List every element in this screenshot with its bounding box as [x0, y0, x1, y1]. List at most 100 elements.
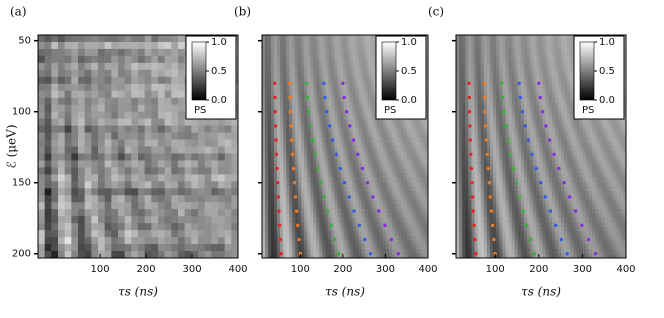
heatmap-cell: [111, 195, 118, 203]
heatmap-cell: [185, 174, 192, 182]
heatmap-cell: [185, 126, 192, 134]
heatmap-cell: [165, 42, 172, 50]
heatmap-cell: [91, 251, 98, 259]
data-point: [279, 252, 282, 255]
heatmap-cell: [131, 223, 138, 231]
heatmap-cell: [165, 160, 172, 168]
heatmap-cell: [158, 244, 165, 252]
heatmap-cell: [38, 195, 45, 203]
x-axis-label: τs (ns): [325, 285, 365, 299]
heatmap-cell: [65, 244, 72, 252]
heatmap-cell: [58, 237, 65, 245]
heatmap-cell: [145, 195, 152, 203]
heatmap-cell: [51, 49, 58, 57]
heatmap-cell: [185, 167, 192, 175]
data-point: [339, 167, 342, 170]
heatmap-cell: [165, 195, 172, 203]
heatmap-cell: [125, 244, 132, 252]
heatmap-cell: [45, 105, 52, 113]
heatmap-cell: [98, 244, 105, 252]
heatmap-cell: [91, 133, 98, 141]
heatmap-cell: [158, 112, 165, 120]
heatmap-cell: [118, 126, 125, 134]
heatmap-cell: [65, 237, 72, 245]
heatmap-cell: [98, 119, 105, 127]
heatmap-cell: [225, 174, 232, 182]
heatmap-cell: [125, 77, 132, 85]
heatmap-cell: [225, 160, 232, 168]
heatmap-cell: [145, 153, 152, 161]
heatmap-cell: [145, 133, 152, 141]
heatmap-cell: [178, 112, 185, 120]
heatmap-cell: [91, 181, 98, 189]
heatmap-cell: [45, 147, 52, 155]
heatmap-cell: [131, 216, 138, 224]
heatmap-cell: [65, 77, 72, 85]
x-tick-label: 100: [91, 264, 110, 275]
heatmap-cell: [78, 126, 85, 134]
heatmap-cell: [78, 216, 85, 224]
data-point: [311, 138, 314, 141]
heatmap-cell: [65, 42, 72, 50]
heatmap-cell: [91, 223, 98, 231]
heatmap-cell: [165, 126, 172, 134]
heatmap-cell: [165, 174, 172, 182]
colorbar-label: PS: [194, 105, 206, 116]
heatmap-cell: [85, 209, 92, 217]
heatmap-cell: [111, 216, 118, 224]
heatmap-cell: [145, 105, 152, 113]
heatmap-cell: [165, 223, 172, 231]
heatmap-cell: [145, 174, 152, 182]
heatmap-cell: [185, 133, 192, 141]
heatmap-cell: [58, 91, 65, 99]
heatmap-cell: [51, 216, 58, 224]
heatmap-cell: [218, 126, 225, 134]
data-point: [316, 167, 319, 170]
heatmap-cell: [71, 216, 78, 224]
heatmap-cell: [91, 35, 98, 43]
heatmap-cell: [38, 98, 45, 106]
heatmap-cell: [205, 140, 212, 148]
heatmap-cell: [71, 237, 78, 245]
heatmap-cell: [58, 244, 65, 252]
x-tick-label: 200: [136, 264, 155, 275]
heatmap-cell: [131, 126, 138, 134]
heatmap-cell: [91, 119, 98, 127]
heatmap-cell: [138, 216, 145, 224]
heatmap-cell: [85, 35, 92, 43]
heatmap-cell: [158, 237, 165, 245]
heatmap-cell: [191, 188, 198, 196]
data-point: [275, 167, 278, 170]
heatmap-cell: [178, 63, 185, 71]
heatmap-cell: [125, 70, 132, 78]
heatmap-cell: [131, 98, 138, 106]
heatmap-cell: [111, 35, 118, 43]
heatmap-cell: [111, 70, 118, 78]
heatmap-cell: [125, 195, 132, 203]
heatmap-cell: [105, 119, 112, 127]
heatmap-cell: [131, 119, 138, 127]
heatmap-cell: [165, 251, 172, 259]
heatmap-cell: [158, 35, 165, 43]
data-point: [296, 224, 299, 227]
heatmap-cell: [191, 133, 198, 141]
heatmap-cell: [185, 244, 192, 252]
heatmap-cell: [205, 174, 212, 182]
heatmap-cell: [111, 244, 118, 252]
x-tick-label: 300: [376, 264, 395, 275]
heatmap-cell: [98, 140, 105, 148]
heatmap-cell: [51, 160, 58, 168]
heatmap-cell: [191, 119, 198, 127]
heatmap-cell: [191, 202, 198, 210]
heatmap-cell: [131, 230, 138, 238]
heatmap-cell: [165, 56, 172, 64]
heatmap-cell: [85, 133, 92, 141]
heatmap-cell: [38, 91, 45, 99]
heatmap-cell: [165, 147, 172, 155]
heatmap-cell: [225, 209, 232, 217]
heatmap-cell: [131, 77, 138, 85]
heatmap-cell: [138, 56, 145, 64]
heatmap-cell: [71, 98, 78, 106]
x-tick-label: 400: [228, 264, 247, 275]
heatmap-cell: [218, 251, 225, 259]
